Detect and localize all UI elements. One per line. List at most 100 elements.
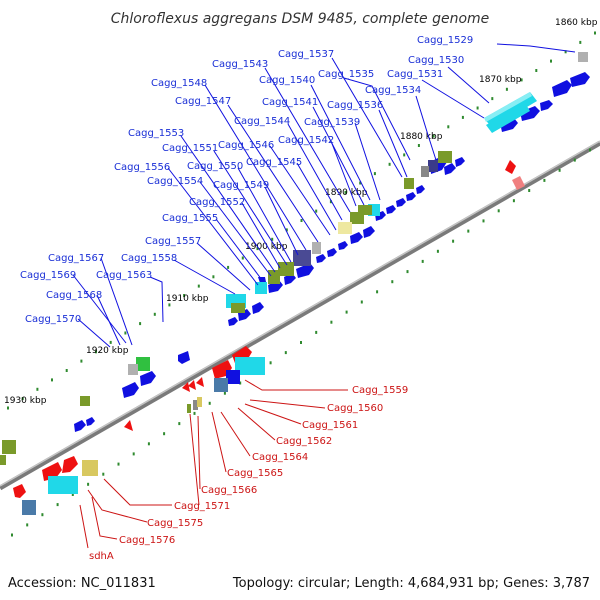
scale-tick: [284, 351, 287, 355]
scale-tick: [461, 115, 464, 119]
gene-arrow: [455, 157, 465, 167]
gene-label[interactable]: Cagg_1537: [278, 49, 334, 60]
gene-label[interactable]: Cagg_1541: [262, 97, 318, 108]
gene-arrow: [416, 185, 425, 194]
scale-tick: [330, 320, 333, 324]
genome-backbone-highlight: [0, 140, 600, 487]
gene-label[interactable]: Cagg_1534: [365, 85, 421, 96]
gene-box-cyan: [48, 476, 78, 494]
gene-arrow: [444, 163, 456, 175]
gene-box-blue: [226, 370, 240, 384]
gene-label[interactable]: Cagg_1576: [119, 535, 175, 546]
gene-label[interactable]: Cagg_1569: [20, 270, 76, 281]
scale-tick: [436, 249, 439, 253]
gene-arrow: [406, 192, 416, 201]
gene-label[interactable]: Cagg_1565: [227, 468, 283, 479]
gene-label[interactable]: Cagg_1553: [128, 128, 184, 139]
gene-label[interactable]: Cagg_1571: [174, 501, 230, 512]
gene-label[interactable]: Cagg_1540: [259, 75, 315, 86]
gene-arrow: [252, 302, 264, 314]
gene-label[interactable]: Cagg_1544: [234, 116, 290, 127]
gene-label[interactable]: Cagg_1562: [276, 436, 332, 447]
scale-tick: [227, 265, 230, 269]
gene-label[interactable]: Cagg_1560: [327, 403, 383, 414]
gene-label[interactable]: Cagg_1543: [212, 59, 268, 70]
gene-box-grey: [421, 166, 429, 177]
gene-label[interactable]: Cagg_1557: [145, 236, 201, 247]
gene-box-yellow: [338, 222, 352, 234]
gene-label[interactable]: Cagg_1567: [48, 253, 104, 264]
gene-arrow: [363, 226, 375, 238]
gene-label[interactable]: Cagg_1554: [147, 176, 203, 187]
scale-tick: [285, 228, 288, 232]
scale-tick: [11, 533, 13, 537]
scale-tick: [168, 303, 171, 307]
gene-box-steel: [214, 378, 228, 392]
gene-arrow: [520, 106, 540, 121]
gene-label[interactable]: Cagg_1546: [218, 140, 274, 151]
gene-label[interactable]: Cagg_1559: [352, 385, 408, 396]
gene-label[interactable]: sdhA: [89, 551, 114, 562]
scale-tick: [391, 280, 394, 284]
gene-label[interactable]: Cagg_1551: [162, 143, 218, 154]
gene-label[interactable]: Cagg_1530: [408, 55, 464, 66]
gene-box-olive: [0, 455, 6, 465]
scale-tick: [193, 411, 196, 415]
gene-label[interactable]: Cagg_1556: [114, 162, 170, 173]
genome-backbone: [0, 140, 600, 491]
gene-label[interactable]: Cagg_1542: [278, 135, 334, 146]
gene-label[interactable]: Cagg_1550: [187, 161, 243, 172]
scale-tick: [388, 162, 391, 166]
gene-label[interactable]: Cagg_1575: [147, 518, 203, 529]
gene-arrow: [327, 248, 337, 257]
gene-arrow: [188, 380, 196, 390]
gene-box-grey: [578, 52, 588, 62]
scale-tick: [535, 69, 538, 72]
gene-box-olive: [278, 262, 294, 276]
scale-tick: [7, 406, 9, 410]
gene-label[interactable]: Cagg_1568: [46, 290, 102, 301]
gene-label[interactable]: Cagg_1563: [96, 270, 152, 281]
reverse-gene-labels: Cagg_1559 Cagg_1560 Cagg_1561 Cagg_1562 …: [89, 385, 408, 562]
gene-box-navy: [428, 160, 438, 172]
scale-tick: [51, 378, 53, 382]
gene-label[interactable]: Cagg_1558: [121, 253, 177, 264]
gene-arrow: [386, 205, 396, 214]
scale-tick: [573, 158, 576, 162]
scale-tick: [550, 59, 552, 63]
gene-arrow: [552, 80, 572, 97]
gene-label[interactable]: Cagg_1535: [318, 69, 374, 80]
scale-tick: [558, 168, 561, 172]
gene-label[interactable]: Cagg_1547: [175, 96, 231, 107]
scale-tick: [344, 190, 347, 194]
scale-label: 1890 kbp: [325, 188, 368, 198]
gene-label[interactable]: Cagg_1549: [213, 180, 269, 191]
gene-arrow: [196, 377, 204, 387]
gene-label[interactable]: Cagg_1548: [151, 78, 207, 89]
gene-arrow: [338, 241, 348, 250]
gene-arrow: [178, 351, 190, 364]
gene-box-steel: [22, 500, 36, 515]
scale-tick: [452, 239, 455, 243]
gene-label[interactable]: Cagg_1555: [162, 213, 218, 224]
gene-label[interactable]: Cagg_1570: [25, 314, 81, 325]
scale-tick: [373, 172, 376, 176]
scale-tick: [482, 219, 485, 223]
gene-label[interactable]: Cagg_1566: [201, 485, 257, 496]
gene-label[interactable]: Cagg_1531: [387, 69, 443, 80]
scale-tick: [36, 387, 39, 391]
gene-box-olive: [80, 396, 90, 406]
scale-tick: [315, 209, 318, 213]
scale-tick: [102, 472, 105, 476]
gene-label[interactable]: Cagg_1545: [246, 157, 302, 168]
genome-summary: Topology: circular; Length: 4,684,931 bp…: [232, 576, 590, 591]
gene-label[interactable]: Cagg_1564: [252, 452, 308, 463]
gene-label[interactable]: Cagg_1539: [304, 117, 360, 128]
gene-label[interactable]: Cagg_1561: [302, 420, 358, 431]
gene-label[interactable]: Cagg_1529: [417, 35, 473, 46]
scale-tick: [223, 391, 226, 395]
gene-label[interactable]: Cagg_1536: [327, 100, 383, 111]
gene-arrow: [122, 382, 139, 398]
gene-label[interactable]: Cagg_1552: [189, 197, 245, 208]
